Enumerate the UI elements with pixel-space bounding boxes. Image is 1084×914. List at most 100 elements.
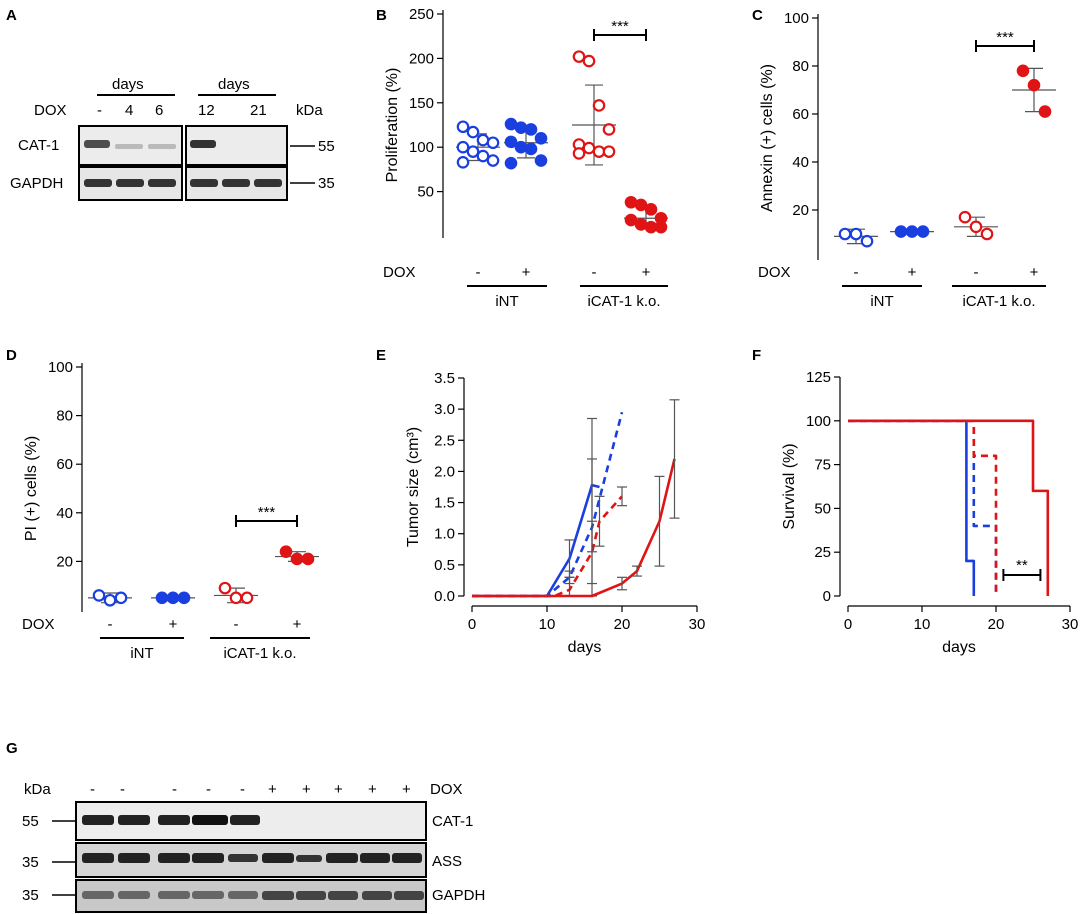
blot-g-lane-4: - (206, 781, 211, 798)
blot-a-band (115, 144, 143, 149)
y-tick-label-e: 3.0 (434, 401, 455, 418)
group-label-b: iNT (495, 293, 518, 310)
panel-label-e: E (376, 347, 386, 364)
data-point (644, 220, 658, 234)
data-point (476, 133, 490, 147)
panel-label-a: A (6, 7, 17, 24)
dox-category-b: + (642, 264, 651, 281)
blot-a-band (84, 179, 112, 187)
data-point (624, 213, 638, 227)
blot-a-lane-1: - (97, 102, 102, 119)
x-tick-label-f: 20 (988, 616, 1005, 633)
data-point (958, 210, 972, 224)
y-tick-label-f: 50 (814, 500, 831, 517)
dox-category-b: + (522, 264, 531, 281)
data-point (654, 220, 668, 234)
blot-g-lane-3: - (172, 781, 177, 798)
y-axis-label-f: Survival (%) (781, 443, 798, 529)
dox-category-c: + (1030, 264, 1039, 281)
blot-a-lane-3: 6 (155, 102, 163, 119)
blot-g-band (82, 815, 114, 825)
data-point (504, 156, 518, 170)
blot-g-band (192, 815, 228, 825)
data-point (602, 145, 616, 158)
blot-g-band (158, 891, 190, 899)
x-tick-label-f: 10 (914, 616, 931, 633)
blot-a-band-cat1: CAT-1 (18, 137, 59, 154)
y-tick-label-b: 200 (409, 50, 434, 67)
blot-a-days-left: days (112, 76, 144, 93)
blot-g-lane-2: - (120, 781, 125, 798)
western-blot-a: days days DOX - 4 6 12 21 kDa CAT-1 GAPD… (10, 76, 335, 201)
blot-g-band-gapdh: GAPDH (432, 887, 485, 904)
y-tick-label-c: 80 (792, 58, 809, 75)
blot-g-band (262, 891, 294, 900)
blot-g-lane-6: + (268, 781, 277, 798)
group-label-c: iCAT-1 k.o. (962, 293, 1035, 310)
data-point (524, 142, 538, 156)
data-point (504, 117, 518, 131)
data-point (166, 591, 180, 605)
dox-label-d: DOX (22, 616, 55, 633)
data-point (980, 227, 994, 241)
blot-g-lane-5: - (240, 781, 245, 798)
y-tick-label-e: 1.5 (434, 495, 455, 512)
blot-a-kda-label: kDa (296, 102, 323, 119)
data-point (534, 132, 548, 145)
data-point (229, 591, 243, 605)
data-point (218, 581, 232, 595)
blot-a-band (190, 140, 216, 148)
blot-g-lane-7: + (302, 781, 311, 798)
x-axis-label-e: days (568, 639, 602, 656)
blot-g-kda-35b: 35 (22, 887, 39, 904)
y-tick-label-c: 20 (792, 202, 809, 219)
y-axis-label-e: Tumor size (cm³) (405, 427, 422, 547)
data-point (456, 140, 470, 154)
blot-a-band (148, 179, 176, 187)
significance-stars: ** (1016, 557, 1028, 574)
y-axis-label-b: Proliferation (%) (384, 68, 401, 183)
significance-stars: *** (258, 504, 276, 521)
blot-a-band (148, 144, 176, 149)
data-point (534, 154, 548, 167)
x-tick-label-e: 20 (614, 616, 631, 633)
data-point (456, 155, 470, 169)
blot-g-band (82, 853, 114, 863)
blot-g-band (328, 891, 358, 900)
data-point (466, 145, 480, 158)
blot-a-lane-2: 4 (125, 102, 133, 119)
y-tick-label-d: 60 (56, 456, 73, 473)
blot-g-kda-35a: 35 (22, 854, 39, 871)
dox-label-c: DOX (758, 264, 791, 281)
x-tick-label-e: 0 (468, 616, 476, 633)
dox-category-c: + (908, 264, 917, 281)
data-point (582, 141, 596, 155)
data-point (486, 136, 500, 150)
data-point (624, 195, 638, 209)
y-tick-label-d: 40 (56, 505, 73, 522)
data-point (916, 225, 930, 238)
data-point (572, 147, 586, 160)
group-label-b: iCAT-1 k.o. (587, 293, 660, 310)
blot-a-band (222, 179, 250, 187)
dox-category-d: - (234, 616, 239, 633)
y-tick-label-d: 80 (56, 408, 73, 425)
blot-a-lane-4: 12 (198, 102, 215, 119)
blot-g-band (262, 853, 294, 863)
data-point (504, 135, 518, 149)
data-point (894, 225, 908, 238)
data-point (476, 149, 490, 163)
y-tick-label-b: 150 (409, 95, 434, 112)
blot-g-kda-55: 55 (22, 813, 39, 830)
group-label-d: iCAT-1 k.o. (223, 645, 296, 662)
data-point (644, 203, 658, 216)
data-point (240, 591, 254, 605)
significance-stars: *** (611, 18, 629, 35)
x-tick-label-f: 30 (1062, 616, 1079, 633)
data-point (514, 140, 528, 154)
series-line (848, 419, 998, 596)
data-point (838, 227, 852, 241)
blot-g-lane-10: + (402, 781, 411, 798)
